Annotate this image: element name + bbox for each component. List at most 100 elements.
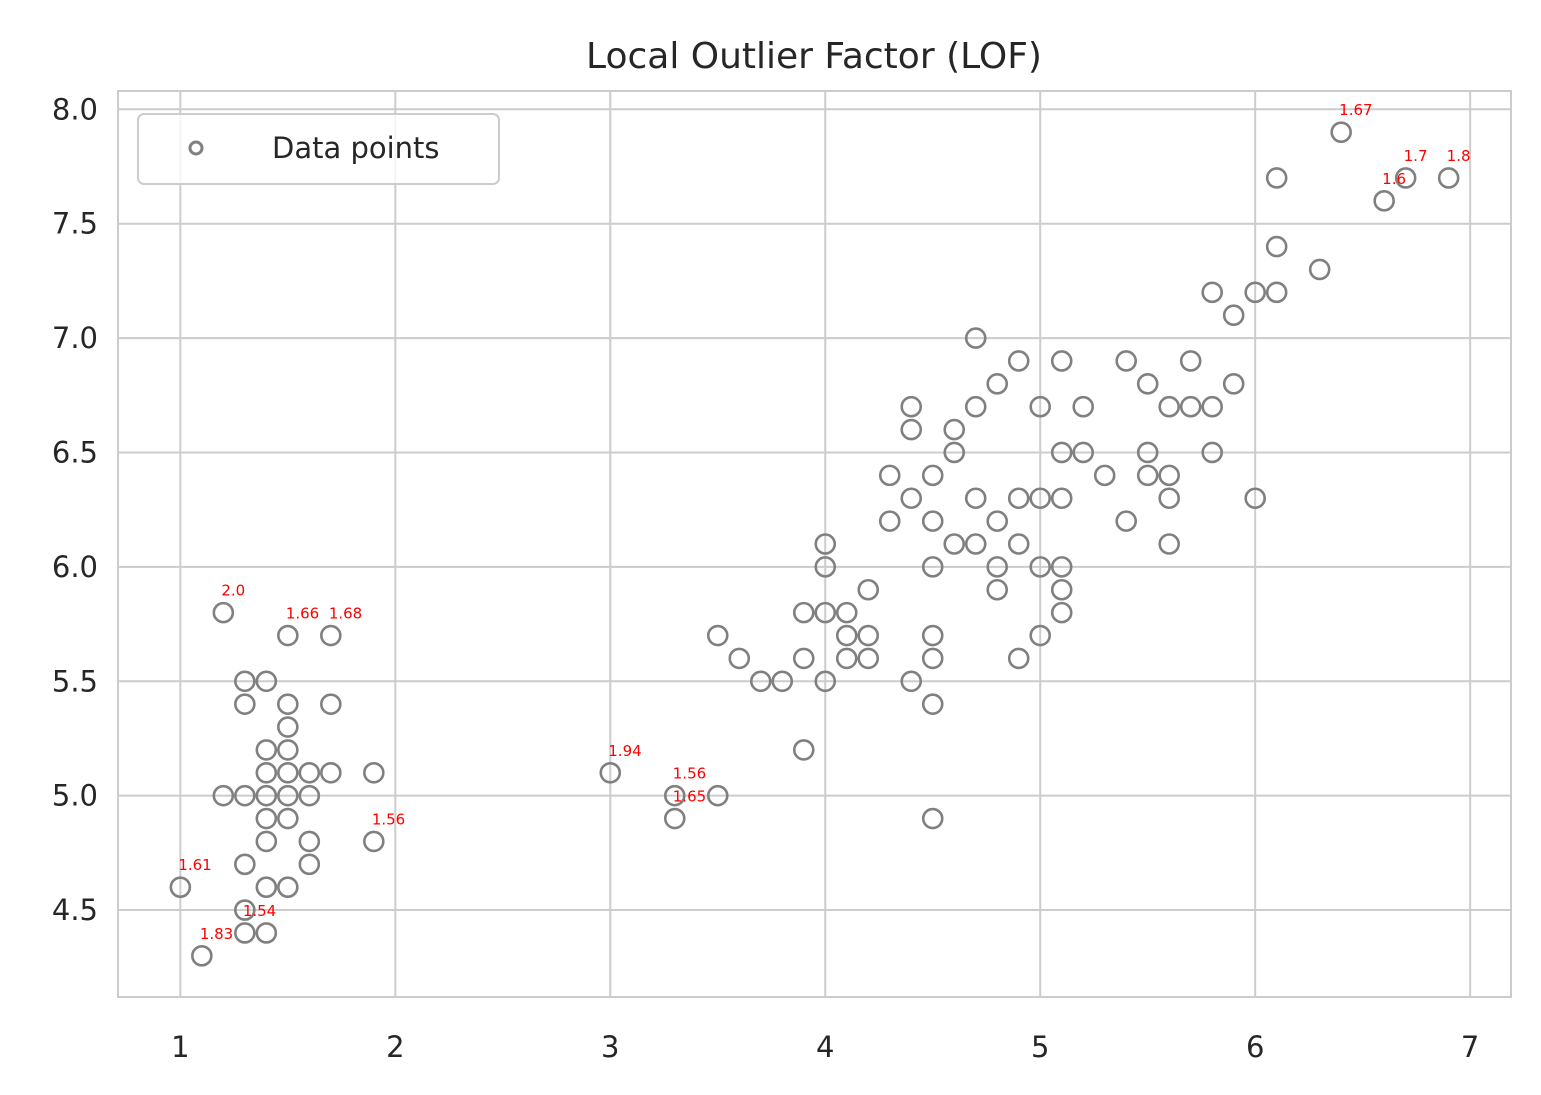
data-point [1265, 167, 1288, 189]
data-point [277, 624, 299, 647]
x-tick-label: 4 [816, 1030, 834, 1064]
lof-score-label: 1.7 [1404, 147, 1428, 165]
x-tick-label: 7 [1461, 1030, 1479, 1064]
data-point [363, 761, 385, 784]
data-point [277, 784, 299, 807]
y-tick-label: 5.5 [52, 664, 98, 698]
data-point [1072, 441, 1095, 464]
data-point [1201, 281, 1223, 304]
y-tick-label: 6.0 [52, 550, 98, 584]
y-tick-label: 8.0 [52, 92, 98, 126]
y-tick-label: 7.5 [52, 207, 98, 241]
data-point [1394, 167, 1417, 189]
data-point [255, 784, 278, 807]
y-tick-label: 4.5 [52, 893, 98, 927]
data-point [169, 876, 192, 898]
data-point [234, 899, 256, 921]
data-point [921, 510, 944, 532]
data-point [792, 647, 815, 670]
data-point [1007, 487, 1030, 510]
data-point [255, 876, 278, 898]
data-point [1007, 533, 1030, 555]
data-point [1072, 395, 1095, 418]
data-point [921, 556, 944, 578]
x-tick-label: 2 [386, 1030, 404, 1064]
data-point [1308, 258, 1331, 281]
data-point [1050, 578, 1073, 601]
data-point [1050, 441, 1073, 464]
data-point [706, 784, 729, 807]
y-tick-label: 7.0 [52, 321, 98, 355]
data-point [1136, 464, 1159, 487]
data-point [320, 693, 342, 715]
x-tick-label: 1 [171, 1030, 189, 1064]
data-point [212, 601, 235, 624]
lof-score-label: 1.6 [1382, 170, 1406, 188]
lof-score-label: 1.83 [200, 925, 233, 943]
data-point [234, 922, 256, 944]
data-point [943, 441, 966, 464]
lof-score-label: 1.67 [1339, 101, 1372, 119]
data-point [255, 761, 278, 784]
data-point [986, 556, 1009, 578]
data-point [277, 761, 299, 784]
lof-score-label: 2.0 [221, 582, 245, 600]
data-point [255, 670, 278, 693]
data-point [1115, 510, 1138, 532]
data-point [1093, 464, 1116, 487]
data-point [1179, 395, 1202, 418]
data-point [900, 395, 923, 418]
data-point [1007, 350, 1030, 372]
data-point [212, 784, 235, 807]
data-point [814, 601, 837, 624]
data-point [277, 807, 299, 830]
data-point [1244, 487, 1266, 510]
data-point [986, 578, 1009, 601]
data-point [1201, 441, 1223, 464]
data-point [921, 464, 944, 487]
lof-score-label: 1.66 [286, 605, 319, 623]
data-point [857, 578, 880, 601]
data-point [814, 670, 837, 693]
data-point [1179, 350, 1202, 372]
data-points [169, 121, 1460, 967]
data-point [234, 693, 256, 715]
data-point [234, 670, 256, 693]
data-point [964, 533, 987, 555]
data-point [663, 784, 686, 807]
data-point [771, 670, 794, 693]
chart-title: Local Outlier Factor (LOF) [586, 36, 1042, 77]
data-point [298, 761, 321, 784]
data-point [900, 418, 923, 441]
data-point [599, 761, 622, 784]
data-point [1158, 464, 1180, 487]
data-point [835, 647, 858, 670]
data-point [878, 464, 901, 487]
data-point [792, 601, 815, 624]
y-tick-label: 6.5 [52, 435, 98, 469]
data-point [1050, 601, 1073, 624]
data-point [1265, 235, 1288, 258]
legend-label: Data points [272, 131, 440, 165]
data-point [320, 761, 342, 784]
lof-score-label: 1.68 [329, 605, 362, 623]
data-point [814, 533, 837, 555]
y-tick-label: 5.0 [52, 779, 98, 813]
data-point [277, 876, 299, 898]
x-tick-label: 6 [1246, 1030, 1264, 1064]
data-point [964, 487, 987, 510]
data-point [277, 693, 299, 715]
data-point [921, 647, 944, 670]
data-point [298, 853, 321, 876]
data-point [1244, 281, 1266, 304]
data-point [943, 418, 966, 441]
data-point [191, 945, 213, 967]
data-point [1201, 395, 1223, 418]
data-point [986, 510, 1009, 532]
data-point [900, 670, 923, 693]
data-point [298, 830, 321, 853]
data-point [835, 601, 858, 624]
data-point [835, 624, 858, 647]
